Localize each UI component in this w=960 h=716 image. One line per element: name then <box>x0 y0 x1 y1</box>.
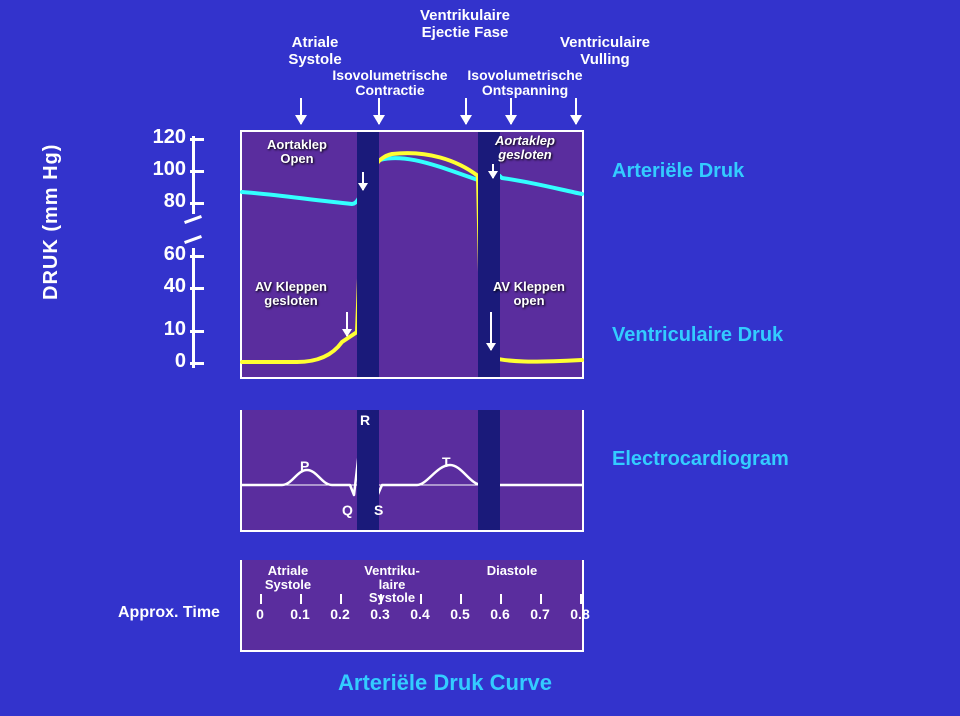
phase-bar <box>478 410 500 530</box>
y-tick-mark <box>190 170 204 173</box>
ecg-plot: P R Q S T <box>240 410 584 532</box>
series-label: Ventriculaire Druk <box>612 324 783 347</box>
ecg-wave-label: S <box>374 502 383 518</box>
pointer-arrow-icon <box>490 312 492 350</box>
phase-arrow-icon <box>510 98 512 124</box>
y-tick-label: 10 <box>140 318 186 341</box>
phase-arrow-icon <box>465 98 467 124</box>
time-tick-label: 0.1 <box>290 606 309 622</box>
pointer-arrow-icon <box>346 312 348 336</box>
y-axis-line <box>192 248 195 368</box>
axis-break-icon <box>184 235 202 244</box>
y-tick-label: 60 <box>140 243 186 266</box>
pressure-plot: AortaklepOpen Aortaklepgesloten AV Kleppen… <box>240 130 584 379</box>
time-tick-mark <box>260 594 262 604</box>
ecg-wave-label: P <box>300 458 309 474</box>
y-tick-label: 40 <box>140 275 186 298</box>
pointer-arrow-icon <box>492 164 494 178</box>
y-tick-label: 120 <box>140 126 186 149</box>
y-tick-mark <box>190 202 204 205</box>
time-tick-label: 0.6 <box>490 606 509 622</box>
cardiac-cycle-diagram: { "colors":{ "bg":"#3333cc","panel":"#5a… <box>0 0 960 716</box>
axis-break-icon <box>184 215 202 224</box>
plot-annotation: AV Kleppengesloten <box>246 280 336 309</box>
ecg-wave-label: T <box>442 454 451 470</box>
phase-sublabel: IsovolumetrischeOntspanning <box>450 68 600 99</box>
series-label: Arteriële Druk <box>612 160 744 183</box>
series-label: Electrocardiogram <box>612 448 789 471</box>
y-tick-mark <box>190 330 204 333</box>
ecg-wave-label: R <box>360 412 370 428</box>
phase-label: AtrialeSystole <box>270 35 360 68</box>
y-tick-mark <box>190 138 204 141</box>
time-tick-mark <box>340 594 342 604</box>
time-phase-label: Diastole <box>472 564 552 578</box>
time-tick-mark <box>500 594 502 604</box>
time-tick-mark <box>460 594 462 604</box>
time-tick-mark <box>300 594 302 604</box>
time-axis: AtrialeSystoleVentriku-laireSystoleDiast… <box>240 560 584 652</box>
time-tick-label: 0.4 <box>410 606 429 622</box>
time-tick-mark <box>540 594 542 604</box>
y-tick-mark <box>190 287 204 290</box>
y-tick-label: 0 <box>140 350 186 373</box>
y-tick-mark <box>190 255 204 258</box>
chart-title: Arteriële Druk Curve <box>338 670 552 696</box>
y-axis-label: DRUK (mm Hg) <box>40 144 63 300</box>
time-tick-label: 0.2 <box>330 606 349 622</box>
phase-arrow-icon <box>378 98 380 124</box>
y-tick-label: 80 <box>140 190 186 213</box>
time-tick-label: 0.5 <box>450 606 469 622</box>
y-tick-mark <box>190 362 204 365</box>
phase-bar <box>478 132 500 377</box>
plot-annotation: AV Kleppenopen <box>484 280 574 309</box>
time-tick-label: 0.8 <box>570 606 589 622</box>
time-tick-label: 0.3 <box>370 606 389 622</box>
plot-annotation: AortaklepOpen <box>252 138 342 167</box>
time-tick-mark <box>420 594 422 604</box>
time-tick-label: 0.7 <box>530 606 549 622</box>
time-tick-label: 0 <box>256 606 264 622</box>
y-tick-label: 100 <box>140 158 186 181</box>
plot-annotation: Aortaklepgesloten <box>480 134 570 163</box>
phase-sublabel: IsovolumetrischeContractie <box>320 68 460 99</box>
time-tick-mark <box>380 594 382 604</box>
approx-time-label: Approx. Time <box>118 604 220 622</box>
phase-label: VentrikulaireEjectie Fase <box>405 8 525 41</box>
pointer-arrow-icon <box>362 172 364 190</box>
phase-bar <box>357 132 379 377</box>
ecg-wave-label: Q <box>342 502 353 518</box>
phase-arrow-icon <box>300 98 302 124</box>
phase-arrow-icon <box>575 98 577 124</box>
time-tick-mark <box>580 594 582 604</box>
time-phase-label: AtrialeSystole <box>248 564 328 591</box>
phase-label: VentriculaireVulling <box>545 35 665 68</box>
